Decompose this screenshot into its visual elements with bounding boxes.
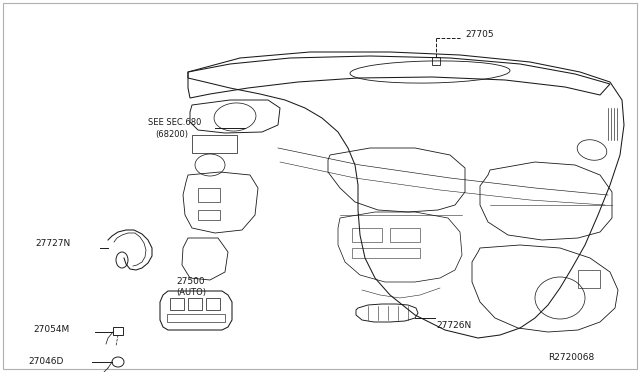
- Bar: [206, 298, 220, 310]
- Bar: [198, 210, 220, 220]
- Text: R2720068: R2720068: [548, 353, 595, 362]
- Text: 27500: 27500: [176, 278, 205, 286]
- Bar: [352, 228, 382, 242]
- Bar: [192, 135, 237, 153]
- Bar: [390, 228, 420, 242]
- Bar: [578, 270, 600, 288]
- Text: 27727N: 27727N: [35, 238, 70, 247]
- Bar: [113, 327, 123, 335]
- Bar: [188, 298, 202, 310]
- Text: 27046D: 27046D: [28, 357, 63, 366]
- Bar: [170, 298, 184, 310]
- Bar: [352, 248, 420, 258]
- Text: (AUTO): (AUTO): [176, 289, 206, 298]
- Bar: [432, 57, 440, 65]
- Bar: [167, 314, 225, 322]
- Text: 27054M: 27054M: [33, 326, 69, 334]
- Text: 27705: 27705: [465, 29, 493, 38]
- Bar: [198, 188, 220, 202]
- Text: (68200): (68200): [155, 129, 188, 138]
- Text: SEE SEC.680: SEE SEC.680: [148, 118, 202, 126]
- Text: 27726N: 27726N: [436, 321, 471, 330]
